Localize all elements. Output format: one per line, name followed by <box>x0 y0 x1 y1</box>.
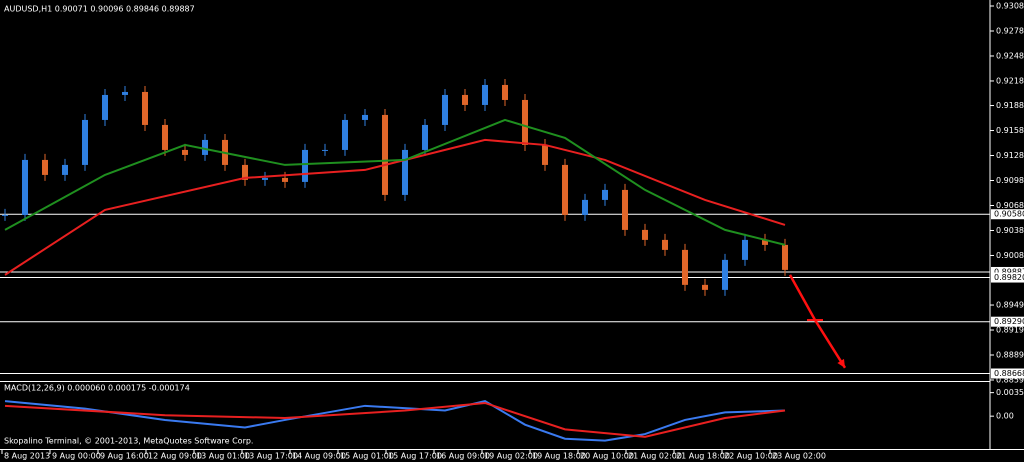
candle <box>722 259 728 290</box>
x-tick-label: 15 Aug 17:00 <box>388 452 442 461</box>
x-tick-label: 13 Aug 17:00 <box>244 452 298 461</box>
pane-title: MACD(12,26,9) 0.000060 0.000175 -0.00017… <box>4 384 190 393</box>
y-tick-label: 0.91585 <box>996 126 1024 135</box>
y-tick-label: 0.90985 <box>996 176 1024 185</box>
x-tick-label: 22 Aug 10:00 <box>724 452 778 461</box>
candle <box>502 84 508 100</box>
level-label: 0.89290 <box>994 317 1024 326</box>
level-label: 0.89820 <box>994 273 1024 282</box>
candle <box>2 214 8 216</box>
candle <box>342 119 348 150</box>
pane-title: AUDUSD,H1 0.90071 0.90096 0.89846 0.8988… <box>4 5 195 14</box>
candle <box>122 91 128 95</box>
y-tick-label: 0.90085 <box>996 251 1024 260</box>
candle <box>582 199 588 215</box>
candle <box>462 94 468 105</box>
candle <box>562 164 568 215</box>
candle <box>382 114 388 195</box>
candle <box>702 284 708 290</box>
level-label-box <box>991 368 1024 379</box>
candle <box>242 164 248 180</box>
candle <box>362 114 368 120</box>
candle <box>622 189 628 230</box>
candle <box>302 149 308 182</box>
y-tick-label: 0.90385 <box>996 226 1024 235</box>
candle <box>202 139 208 155</box>
candle <box>102 94 108 120</box>
candle <box>322 149 328 151</box>
y-tick-label: 0.003547 <box>996 388 1024 397</box>
candle <box>642 229 648 240</box>
level-label-box <box>991 272 1024 283</box>
level-label: 0.90580 <box>994 210 1024 219</box>
candle <box>42 159 48 175</box>
candle <box>22 159 28 215</box>
x-tick-label: 20 Aug 10:00 <box>580 452 634 461</box>
x-tick-label: 13 Aug 01:00 <box>196 452 250 461</box>
x-tick-label: 15 Aug 01:00 <box>340 452 394 461</box>
candle <box>142 91 148 125</box>
candle <box>442 94 448 125</box>
x-tick-label: 12 Aug 09:00 <box>148 452 202 461</box>
x-tick-label: 9 Aug 16:00 <box>100 452 149 461</box>
footer: Skopalino Terminal, © 2001-2013, MetaQuo… <box>4 437 253 446</box>
candle <box>282 177 288 182</box>
candle <box>682 249 688 285</box>
indicator-line <box>4 401 786 438</box>
indicator-line <box>4 400 786 442</box>
candle <box>62 164 68 175</box>
candle <box>482 84 488 105</box>
y-tick-label: 0.91285 <box>996 151 1024 160</box>
y-tick-label: 0.8889 <box>996 351 1024 360</box>
level-label: 0.88668 <box>994 369 1024 378</box>
x-tick-label: 8 Aug 2013 <box>4 452 50 461</box>
candle <box>262 177 268 180</box>
level-label-box <box>991 266 1024 277</box>
candle <box>662 239 668 250</box>
x-tick-label: 19 Aug 18:00 <box>532 452 586 461</box>
level-label: 0.89887 <box>994 267 1024 276</box>
candle <box>542 144 548 165</box>
indicator-line <box>4 138 786 276</box>
y-tick-label: 0.00 <box>996 412 1014 421</box>
candle <box>182 149 188 155</box>
y-tick-label: 0.88590 <box>996 376 1024 385</box>
y-tick-label: 0.90685 <box>996 201 1024 210</box>
arrow-head <box>837 358 845 368</box>
candle <box>762 239 768 245</box>
candle <box>402 149 408 195</box>
candle <box>82 119 88 165</box>
y-tick-label: 0.91885 <box>996 101 1024 110</box>
candle <box>602 189 608 200</box>
level-label-box <box>991 316 1024 327</box>
x-tick-label: 14 Aug 09:00 <box>292 452 346 461</box>
x-tick-label: 9 Aug 00:00 <box>52 452 101 461</box>
x-tick-label: 16 Aug 09:00 <box>436 452 490 461</box>
x-tick-label: 21 Aug 02:00 <box>628 452 682 461</box>
candle <box>422 124 428 150</box>
level-label-box <box>991 209 1024 220</box>
indicator-line <box>4 118 786 246</box>
x-tick-label: 21 Aug 18:00 <box>676 452 730 461</box>
x-tick-label: 19 Aug 02:00 <box>484 452 538 461</box>
candle <box>522 99 528 145</box>
candle <box>782 244 788 270</box>
candle <box>162 124 168 150</box>
candle <box>742 239 748 260</box>
x-tick-label: 23 Aug 02:00 <box>772 452 826 461</box>
